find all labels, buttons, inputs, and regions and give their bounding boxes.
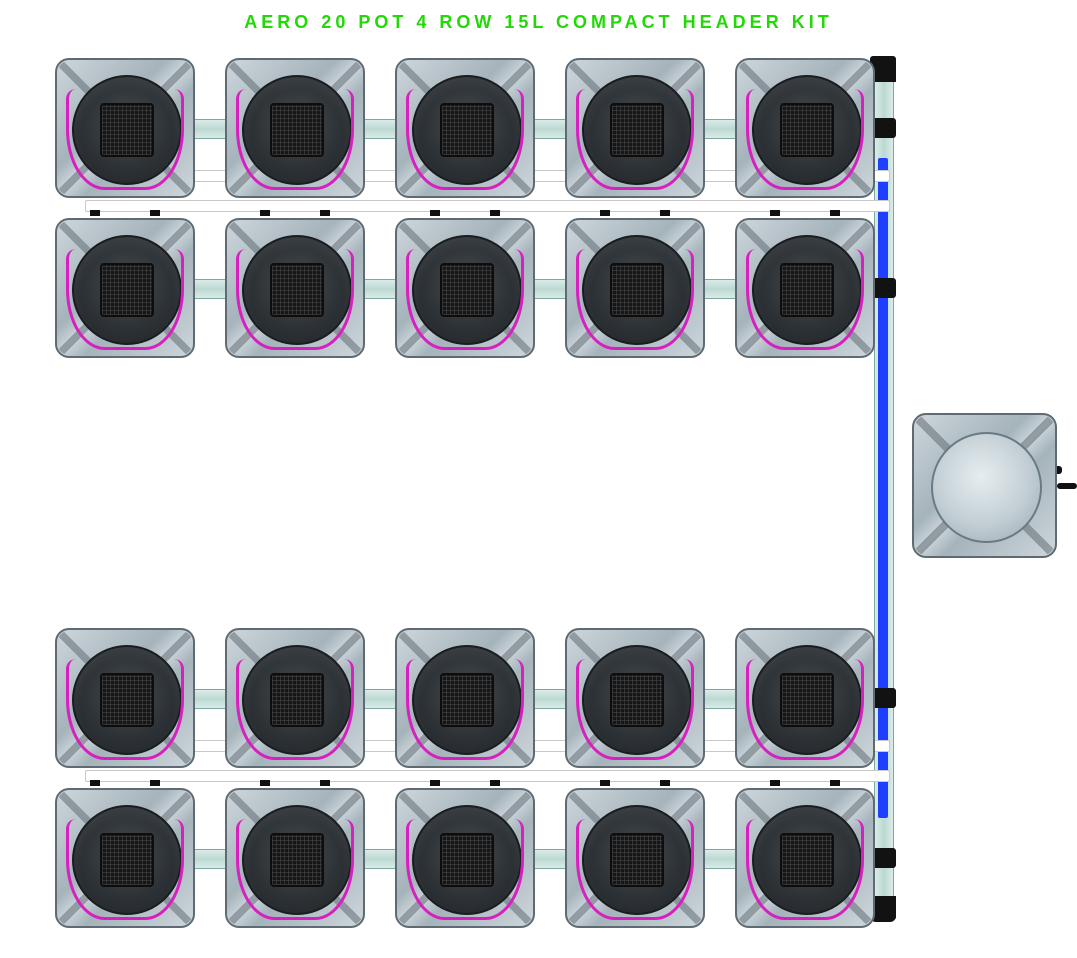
pot-18 xyxy=(565,788,705,928)
pot-6 xyxy=(225,218,365,358)
pot-3 xyxy=(565,58,705,198)
pot-19 xyxy=(735,788,875,928)
pot-7 xyxy=(395,218,535,358)
pump-outlet-right xyxy=(1057,483,1077,489)
pot-13 xyxy=(565,628,705,768)
diagram-canvas: AERO 20 POT 4 ROW 15L COMPACT HEADER KIT xyxy=(0,0,1077,958)
pot-2 xyxy=(395,58,535,198)
pot-8 xyxy=(565,218,705,358)
header-blue-pipe xyxy=(878,158,888,818)
pot-0 xyxy=(55,58,195,198)
pot-1 xyxy=(225,58,365,198)
pot-15 xyxy=(55,788,195,928)
diagram-title: AERO 20 POT 4 ROW 15L COMPACT HEADER KIT xyxy=(0,12,1077,33)
pot-4 xyxy=(735,58,875,198)
pot-14 xyxy=(735,628,875,768)
reservoir-pump-unit xyxy=(912,413,1057,558)
pot-5 xyxy=(55,218,195,358)
pot-11 xyxy=(225,628,365,768)
pot-16 xyxy=(225,788,365,928)
pot-9 xyxy=(735,218,875,358)
pot-17 xyxy=(395,788,535,928)
pot-12 xyxy=(395,628,535,768)
pot-10 xyxy=(55,628,195,768)
